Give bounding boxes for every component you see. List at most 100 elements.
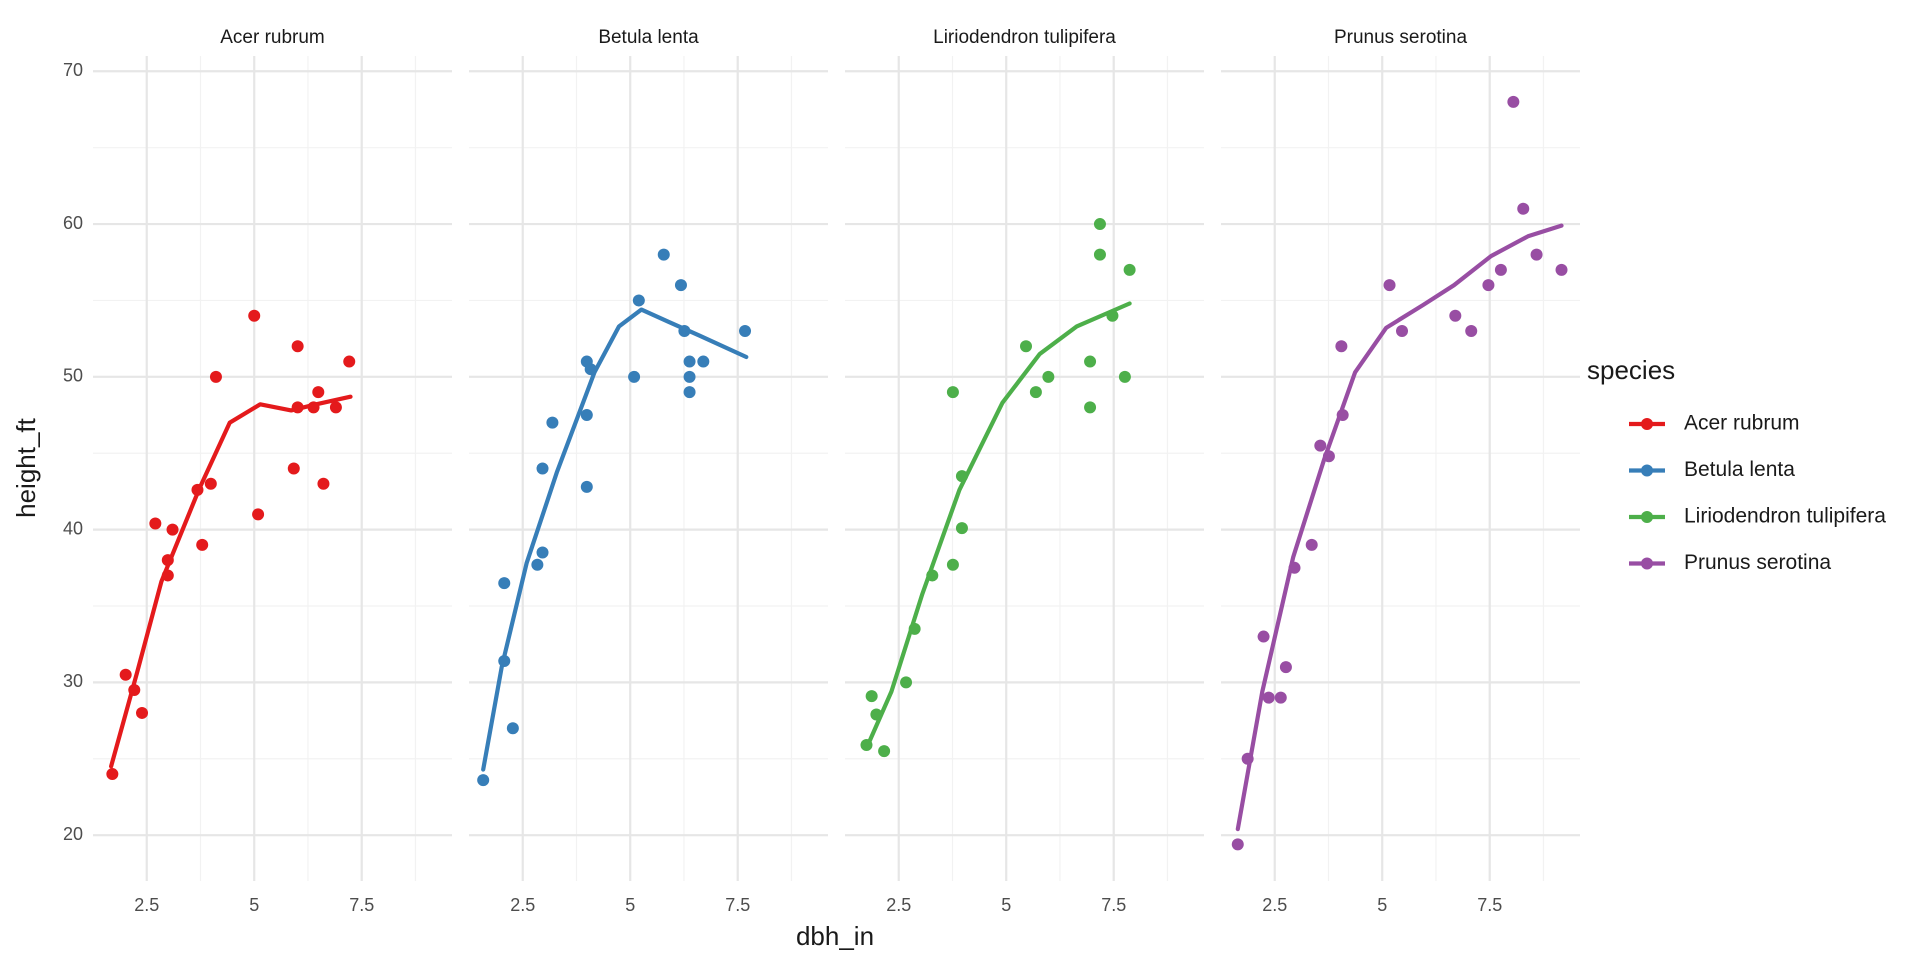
point <box>546 416 559 429</box>
point <box>908 622 921 635</box>
point <box>1555 263 1568 276</box>
y-axis-title: height_ft <box>11 417 41 518</box>
point <box>1020 340 1033 353</box>
point <box>946 558 959 571</box>
point <box>1465 325 1478 337</box>
point <box>248 309 261 322</box>
point <box>1084 355 1097 368</box>
x-tick-label: 7.5 <box>1101 895 1126 915</box>
x-tick-label: 5 <box>249 895 259 915</box>
facet-title: Betula lenta <box>598 27 699 48</box>
point <box>317 477 330 490</box>
point <box>1383 279 1396 292</box>
facet-title: Prunus serotina <box>1334 27 1468 48</box>
point <box>209 370 222 383</box>
x-tick-label: 7.5 <box>725 895 750 915</box>
point <box>477 774 490 787</box>
point <box>1314 439 1327 452</box>
point <box>580 480 593 493</box>
point <box>1494 263 1507 276</box>
point <box>329 401 342 414</box>
point <box>878 745 891 758</box>
x-tick-label: 2.5 <box>1262 895 1287 915</box>
point <box>1093 248 1106 261</box>
y-tick-label: 50 <box>63 366 83 386</box>
point <box>1335 340 1348 353</box>
point <box>860 739 873 752</box>
point <box>166 523 179 536</box>
point <box>1241 752 1254 765</box>
trend-line <box>864 301 1132 751</box>
y-tick-label: 60 <box>63 213 83 233</box>
point <box>128 684 141 697</box>
point <box>1093 218 1106 231</box>
point <box>1257 630 1270 643</box>
point <box>1118 370 1131 383</box>
point <box>149 517 162 530</box>
point <box>1449 309 1462 322</box>
point <box>632 294 645 307</box>
point <box>1517 202 1530 215</box>
point <box>204 477 217 490</box>
legend-label: Betula lenta <box>1684 458 1795 481</box>
point <box>946 386 959 399</box>
point <box>191 483 204 496</box>
y-tick-label: 30 <box>63 671 83 691</box>
point <box>196 538 209 551</box>
point <box>1042 370 1055 383</box>
point <box>683 386 696 399</box>
point <box>683 355 696 368</box>
facet-title: Acer rubrum <box>220 27 325 48</box>
point <box>1507 95 1520 108</box>
y-tick-label: 40 <box>63 518 83 538</box>
facet-title: Liriodendron tulipifera <box>933 27 1116 48</box>
legend-key-point <box>1641 511 1653 523</box>
point <box>580 409 593 422</box>
point <box>1274 691 1287 704</box>
point <box>739 325 752 337</box>
point <box>498 655 511 667</box>
x-tick-label: 2.5 <box>134 895 159 915</box>
point <box>1029 386 1042 399</box>
x-tick-label: 7.5 <box>349 895 374 915</box>
point <box>343 355 356 368</box>
point <box>1123 263 1136 276</box>
y-tick-label: 70 <box>63 60 83 80</box>
legend-label: Liriodendron tulipifera <box>1684 505 1886 528</box>
point <box>674 279 687 292</box>
point <box>926 569 939 582</box>
point <box>697 355 710 368</box>
x-tick-label: 2.5 <box>886 895 911 915</box>
point <box>119 668 132 681</box>
point <box>683 370 696 383</box>
x-tick-label: 5 <box>625 895 635 915</box>
point <box>584 363 597 376</box>
y-tick-label: 20 <box>63 824 83 844</box>
point <box>252 508 265 521</box>
point <box>498 577 511 590</box>
point <box>955 470 968 483</box>
legend-label: Prunus serotina <box>1684 551 1831 574</box>
x-axis-title: dbh_in <box>796 921 874 951</box>
point <box>307 401 320 414</box>
point <box>678 325 691 337</box>
x-tick-label: 5 <box>1377 895 1387 915</box>
point <box>291 401 304 414</box>
point <box>161 554 174 567</box>
legend-title: species <box>1587 355 1675 385</box>
point <box>1305 538 1318 551</box>
point <box>531 558 544 571</box>
point <box>536 546 549 559</box>
point <box>291 340 304 353</box>
point <box>1482 279 1495 292</box>
point <box>1262 691 1275 704</box>
legend-key-point <box>1641 418 1653 430</box>
legend-key-point <box>1641 557 1653 570</box>
point <box>136 706 149 719</box>
point <box>1279 661 1292 674</box>
point <box>287 462 300 475</box>
point <box>628 370 641 383</box>
trend-line <box>1235 223 1564 832</box>
x-tick-label: 2.5 <box>510 895 535 915</box>
point <box>161 569 174 582</box>
